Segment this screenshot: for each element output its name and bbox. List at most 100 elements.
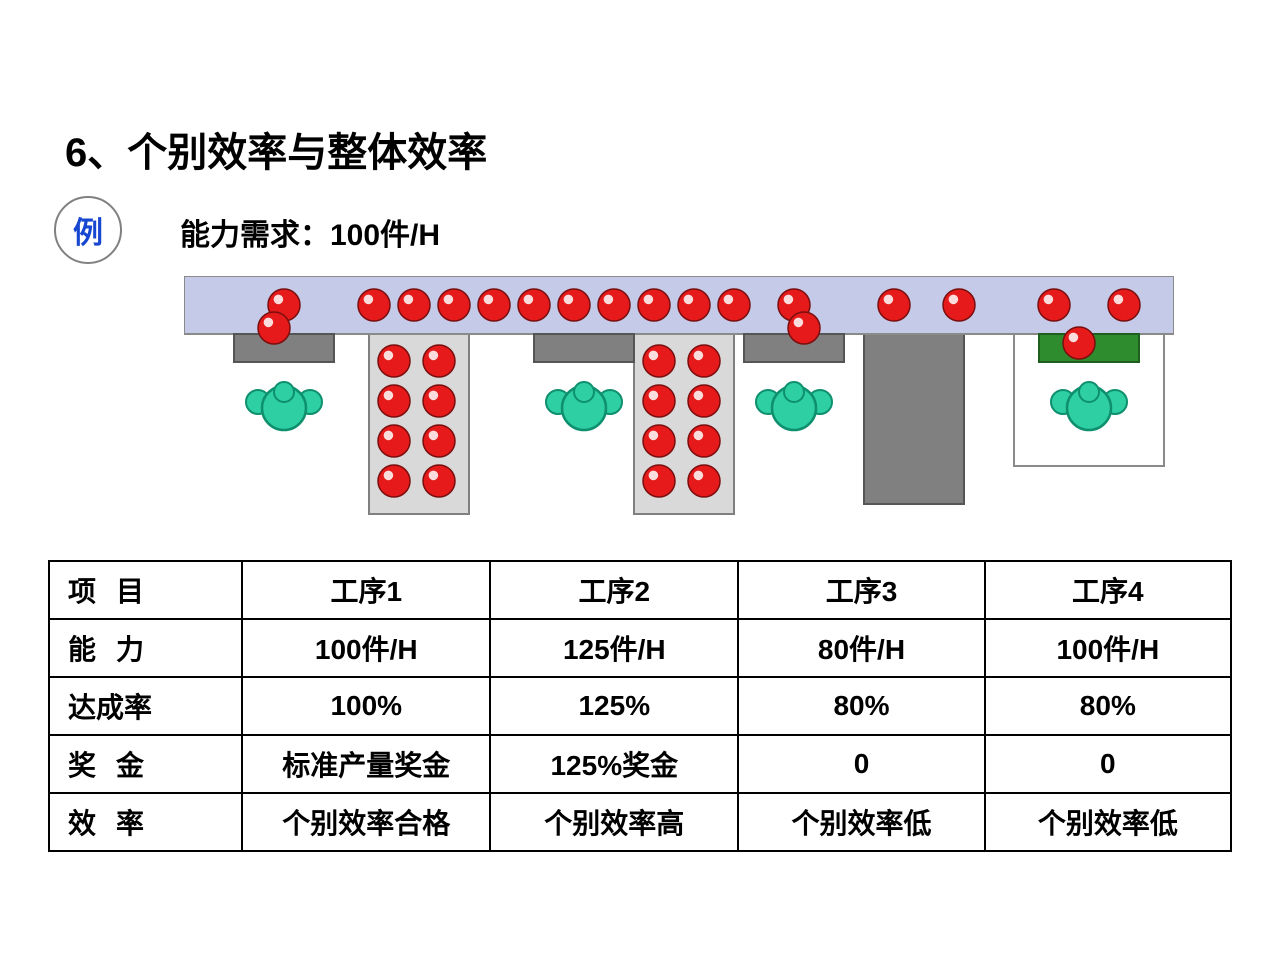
- efficiency-table: 项目工序1工序2工序3工序4能力100件/H125件/H80件/H100件/H达…: [48, 560, 1232, 852]
- wip-dot-icon: [1038, 289, 1070, 321]
- wip-dot-icon: [643, 345, 675, 377]
- table-row-header: 效率: [49, 793, 242, 851]
- table-cell: 个别效率低: [738, 793, 984, 851]
- wip-dot-icon: [438, 289, 470, 321]
- dot-highlight: [429, 391, 439, 401]
- table-cell: 工序4: [985, 561, 1231, 619]
- dot-highlight: [429, 351, 439, 361]
- wip-dot-icon: [258, 312, 290, 344]
- dot-highlight: [1044, 295, 1054, 305]
- dot-highlight: [884, 295, 894, 305]
- wip-dot-icon: [423, 385, 455, 417]
- wip-dot-icon: [423, 425, 455, 457]
- dot-highlight: [429, 431, 439, 441]
- dot-highlight: [444, 295, 454, 305]
- dot-highlight: [404, 295, 414, 305]
- wip-dot-icon: [423, 465, 455, 497]
- table-cell: 工序1: [242, 561, 490, 619]
- dot-highlight: [724, 295, 734, 305]
- wip-dot-icon: [688, 345, 720, 377]
- wip-dot-icon: [518, 289, 550, 321]
- dot-highlight: [794, 318, 804, 328]
- table-cell: 80件/H: [738, 619, 984, 677]
- machine-block: [864, 334, 964, 504]
- table-row: 达成率100%125%80%80%: [49, 677, 1231, 735]
- wip-dot-icon: [638, 289, 670, 321]
- table-cell: 0: [738, 735, 984, 793]
- table-row: 能力100件/H125件/H80件/H100件/H: [49, 619, 1231, 677]
- operator-icon: [546, 382, 622, 430]
- table-cell: 工序3: [738, 561, 984, 619]
- dot-highlight: [384, 391, 394, 401]
- wip-dot-icon: [788, 312, 820, 344]
- wip-dot-icon: [398, 289, 430, 321]
- dot-highlight: [649, 391, 659, 401]
- production-line-diagram: [184, 276, 1174, 536]
- table-cell: 工序2: [490, 561, 738, 619]
- table-row-header: 达成率: [49, 677, 242, 735]
- wip-dot-icon: [643, 425, 675, 457]
- example-badge-label: 例: [73, 208, 103, 252]
- dot-highlight: [644, 295, 654, 305]
- table-cell: 125件/H: [490, 619, 738, 677]
- dot-highlight: [1069, 333, 1079, 343]
- table-cell: 100件/H: [242, 619, 490, 677]
- operator-icon: [246, 382, 322, 430]
- wip-dot-icon: [378, 385, 410, 417]
- dot-highlight: [694, 351, 704, 361]
- table-cell: 100件/H: [985, 619, 1231, 677]
- wip-dot-icon: [478, 289, 510, 321]
- dot-highlight: [384, 431, 394, 441]
- wip-dot-icon: [688, 465, 720, 497]
- table-cell: 个别效率低: [985, 793, 1231, 851]
- example-badge: 例: [54, 196, 122, 264]
- dot-highlight: [364, 295, 374, 305]
- capacity-requirement: 能力需求：100件/H: [180, 210, 440, 254]
- operator-icon: [756, 382, 832, 430]
- wip-dot-icon: [643, 465, 675, 497]
- table-row-header: 奖金: [49, 735, 242, 793]
- dot-highlight: [649, 351, 659, 361]
- dot-highlight: [649, 471, 659, 481]
- wip-dot-icon: [558, 289, 590, 321]
- slide: 6、个别效率与整体效率 例 能力需求：100件/H 项目工序1工序2工序3工序4…: [0, 0, 1280, 960]
- wip-dot-icon: [378, 465, 410, 497]
- dot-highlight: [604, 295, 614, 305]
- wip-dot-icon: [1108, 289, 1140, 321]
- dot-highlight: [649, 431, 659, 441]
- table-cell: 125%: [490, 677, 738, 735]
- wip-dot-icon: [943, 289, 975, 321]
- wip-dot-icon: [688, 385, 720, 417]
- wip-dot-icon: [378, 345, 410, 377]
- dot-highlight: [384, 471, 394, 481]
- slide-title: 6、个别效率与整体效率: [65, 120, 487, 178]
- dot-highlight: [684, 295, 694, 305]
- dot-highlight: [694, 471, 704, 481]
- table-cell: 标准产量奖金: [242, 735, 490, 793]
- workstation-desk: [534, 334, 634, 362]
- dot-highlight: [694, 391, 704, 401]
- dot-highlight: [564, 295, 574, 305]
- table-row: 效率个别效率合格个别效率高个别效率低个别效率低: [49, 793, 1231, 851]
- dot-highlight: [484, 295, 494, 305]
- table-cell: 125%奖金: [490, 735, 738, 793]
- wip-dot-icon: [598, 289, 630, 321]
- table-cell: 100%: [242, 677, 490, 735]
- dot-highlight: [949, 295, 959, 305]
- table-cell: 80%: [738, 677, 984, 735]
- dot-highlight: [524, 295, 534, 305]
- dot-highlight: [784, 295, 794, 305]
- table-row-header: 项目: [49, 561, 242, 619]
- dot-highlight: [1114, 295, 1124, 305]
- table-cell: 个别效率合格: [242, 793, 490, 851]
- operator-icon: [1051, 382, 1127, 430]
- wip-dot-icon: [358, 289, 390, 321]
- table-cell: 个别效率高: [490, 793, 738, 851]
- wip-dot-icon: [1063, 327, 1095, 359]
- wip-dot-icon: [718, 289, 750, 321]
- dot-highlight: [274, 295, 284, 305]
- dot-highlight: [694, 431, 704, 441]
- wip-dot-icon: [878, 289, 910, 321]
- wip-dot-icon: [688, 425, 720, 457]
- table-cell: 0: [985, 735, 1231, 793]
